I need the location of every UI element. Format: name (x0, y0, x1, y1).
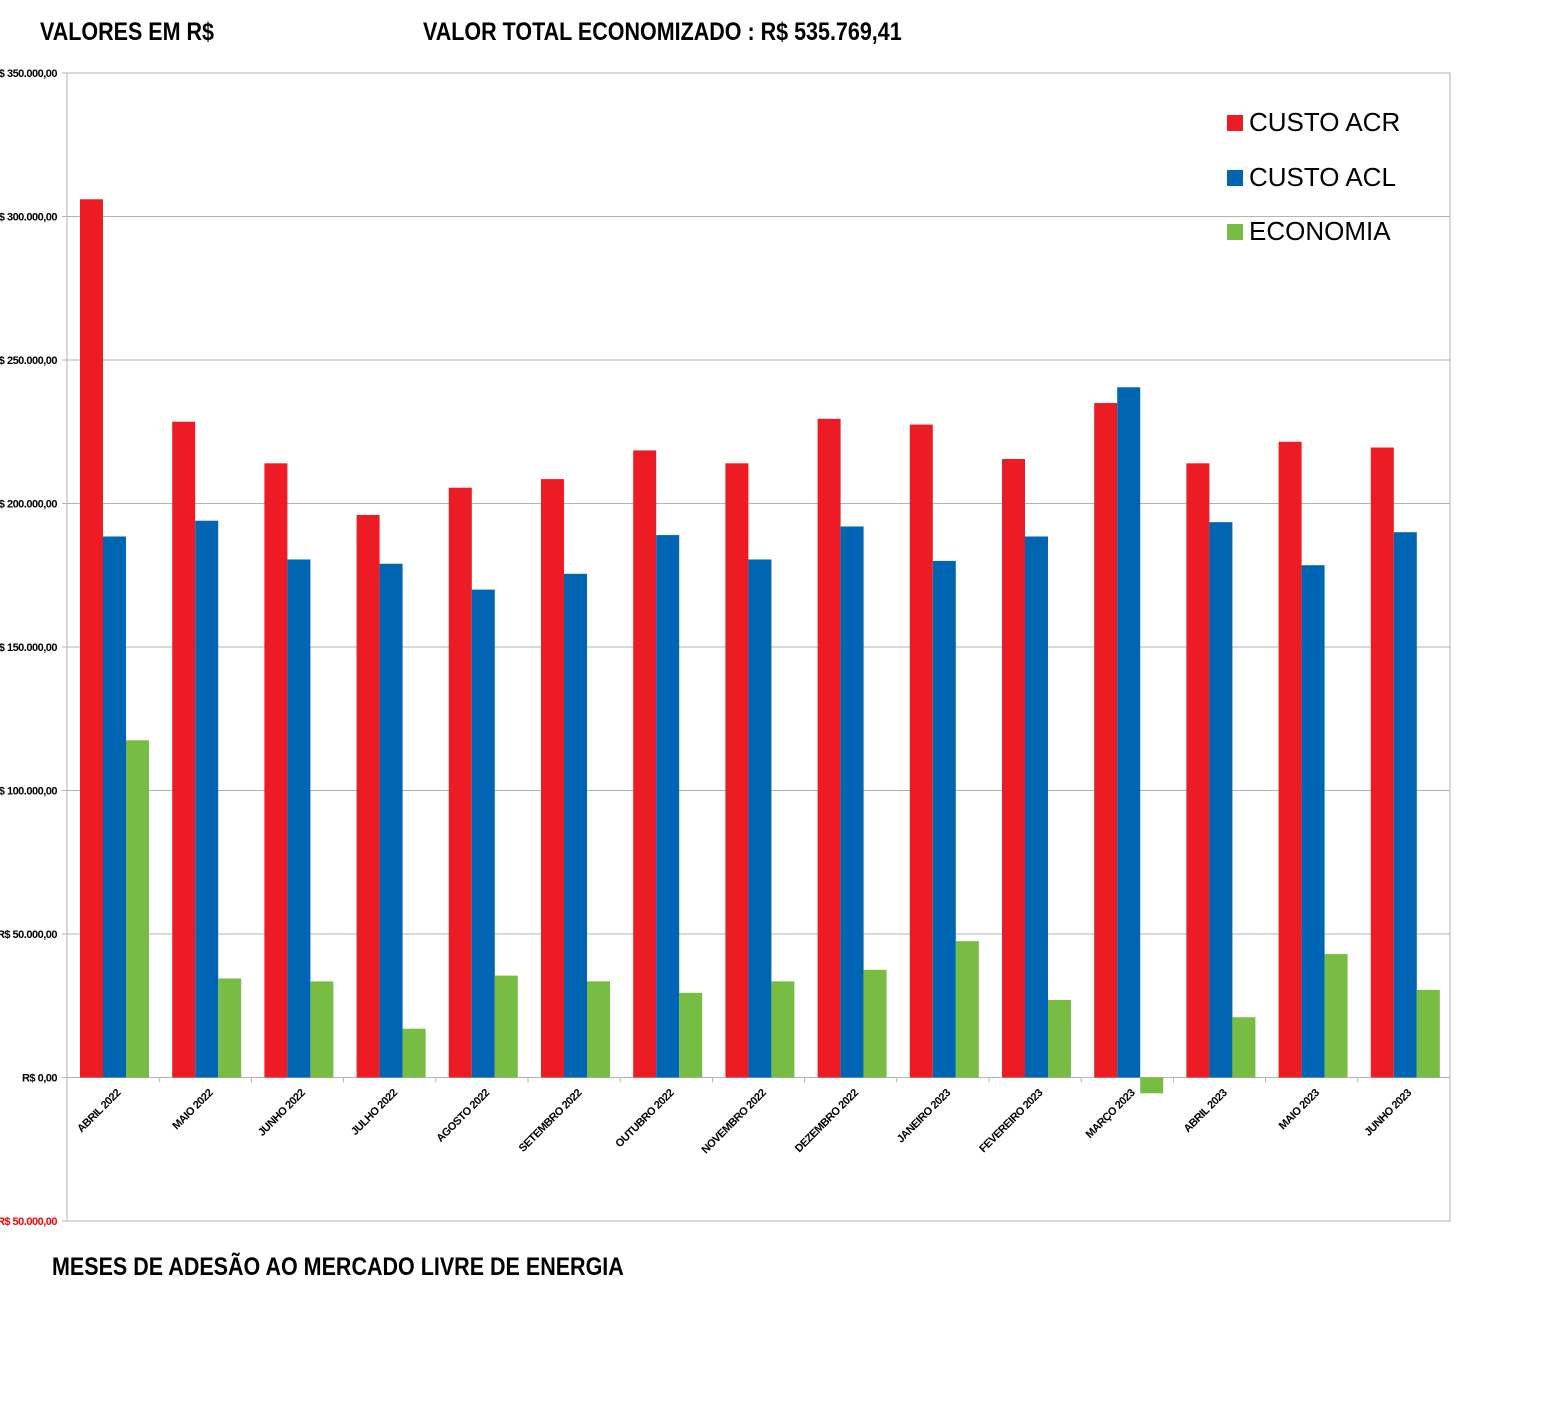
bar (679, 992, 703, 1078)
bar (195, 520, 219, 1078)
bar (863, 969, 887, 1078)
y-tick-label: R$ 350.000,00 (0, 68, 57, 80)
bar (564, 573, 587, 1078)
y-tick-label: R$ 50.000,00 (0, 929, 57, 941)
x-tick-label: NOVEMBRO 2022 (699, 1087, 768, 1156)
legend-swatch-acr-icon (1227, 114, 1243, 131)
bar (955, 941, 979, 1078)
x-tick-label: DEZEMBRO 2022 (793, 1087, 861, 1155)
bar (840, 526, 864, 1078)
bar (1002, 459, 1025, 1078)
bar (817, 418, 841, 1078)
x-tick-label: MAIO 2023 (1277, 1087, 1322, 1132)
bar (448, 487, 472, 1078)
total-savings-label: VALOR TOTAL ECONOMIZADO : R$ 535.769,41 (423, 18, 902, 46)
bar (1048, 1000, 1071, 1078)
bar (264, 463, 288, 1078)
bar (471, 589, 495, 1078)
bar (587, 981, 610, 1078)
bar (1094, 403, 1118, 1078)
bar (1301, 565, 1325, 1078)
legend-item-acr: CUSTO ACR (1227, 107, 1400, 138)
x-tick-label: OUTUBRO 2022 (613, 1087, 676, 1150)
x-tick-label: JUNHO 2022 (256, 1087, 308, 1139)
x-tick-label: JULHO 2022 (349, 1087, 400, 1138)
bar (1278, 441, 1302, 1078)
legend-swatch-acl-icon (1227, 169, 1243, 186)
bar (310, 981, 334, 1078)
bar (356, 514, 380, 1078)
bar (402, 1028, 426, 1078)
bar (103, 536, 126, 1078)
legend-item-economia: ECONOMIA (1227, 216, 1391, 247)
x-tick-label: SETEMBRO 2022 (517, 1087, 585, 1155)
x-tick-label: AGOSTO 2022 (434, 1087, 492, 1145)
legend-label-acr: CUSTO ACR (1249, 107, 1401, 137)
y-tick-label: R$ 200.000,00 (0, 499, 57, 511)
x-tick-label: ABRIL 2022 (75, 1087, 123, 1135)
x-tick-label: MARÇO 2023 (1084, 1087, 1138, 1141)
bar (1209, 522, 1233, 1078)
bar (1232, 1017, 1256, 1078)
bar (1393, 532, 1417, 1078)
x-tick-label: FEVEREIRO 2023 (977, 1087, 1045, 1155)
y-tick-label: R$ 0,00 (22, 1073, 57, 1085)
y-tick-label: R$ 250.000,00 (0, 355, 57, 367)
bar (1186, 463, 1210, 1078)
bar (1025, 536, 1048, 1078)
bar (287, 559, 311, 1078)
y-tick-label: R$ 300.000,00 (0, 212, 57, 224)
bar (633, 450, 657, 1078)
bar (172, 421, 196, 1078)
bar (379, 563, 403, 1078)
x-tick-label: ABRIL 2023 (1182, 1087, 1230, 1135)
bar (494, 975, 518, 1078)
bar (1370, 447, 1394, 1078)
bar (1324, 954, 1348, 1078)
bar (656, 535, 680, 1078)
legend-label-economia: ECONOMIA (1249, 216, 1391, 246)
bar (126, 740, 149, 1078)
bar (218, 978, 242, 1078)
y-tick-label: R$ 100.000,00 (0, 786, 57, 798)
x-tick-label: MAIO 2022 (170, 1087, 215, 1132)
bar (1140, 1077, 1164, 1094)
x-axis-title: MESES DE ADESÃO AO MERCADO LIVRE DE ENER… (52, 1253, 624, 1281)
bar (541, 479, 564, 1078)
bar (1416, 989, 1440, 1078)
bar (909, 424, 933, 1078)
bar (771, 981, 795, 1078)
y-tick-label: R$ 150.000,00 (0, 642, 57, 654)
y-tick-label: -R$ 50.000,00 (0, 1216, 57, 1228)
x-tick-label: JUNHO 2023 (1362, 1087, 1414, 1139)
units-label: VALORES EM R$ (40, 18, 215, 46)
legend-item-acl: CUSTO ACL (1227, 162, 1396, 193)
bar (80, 199, 103, 1078)
bar (725, 463, 749, 1078)
bar (748, 559, 772, 1078)
bar (1117, 387, 1141, 1078)
x-tick-label: JANEIRO 2023 (895, 1087, 954, 1146)
legend-label-acl: CUSTO ACL (1249, 162, 1396, 192)
legend-swatch-economia-icon (1227, 223, 1243, 240)
bar (932, 560, 956, 1078)
